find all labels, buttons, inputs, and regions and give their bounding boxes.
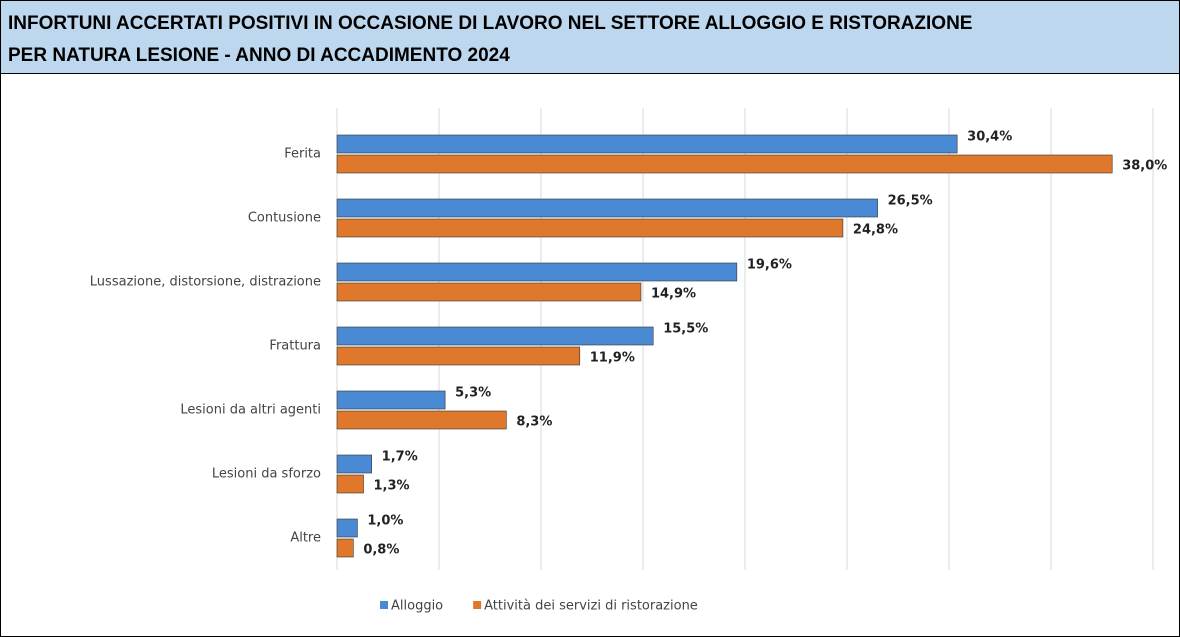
bar bbox=[336, 134, 958, 154]
legend-label: Attività dei servizi di ristorazione bbox=[484, 599, 698, 614]
value-label: 19,6% bbox=[747, 258, 792, 273]
bar bbox=[336, 262, 738, 282]
value-label: 8,3% bbox=[516, 415, 552, 430]
value-label: 1,7% bbox=[382, 450, 418, 465]
y-tick-label: Lesioni da altri agenti bbox=[180, 403, 321, 418]
y-tick-label: Altre bbox=[290, 531, 321, 546]
bar bbox=[336, 518, 358, 538]
legend-label: Alloggio bbox=[391, 599, 443, 614]
value-label: 14,9% bbox=[651, 287, 696, 302]
value-label: 5,3% bbox=[455, 386, 491, 401]
bar bbox=[336, 198, 878, 218]
value-label: 24,8% bbox=[853, 223, 898, 238]
bar bbox=[336, 346, 581, 366]
legend-swatch bbox=[380, 601, 388, 609]
bar bbox=[336, 218, 844, 238]
value-label: 15,5% bbox=[663, 322, 708, 337]
bar bbox=[336, 154, 1113, 174]
value-label: 26,5% bbox=[888, 194, 933, 209]
y-tick-label: Frattura bbox=[269, 339, 321, 354]
chart-title: INFORTUNI ACCERTATI POSITIVI IN OCCASION… bbox=[8, 13, 972, 34]
bar bbox=[336, 454, 372, 474]
header bbox=[0, 0, 1180, 74]
value-label: 1,0% bbox=[367, 514, 403, 529]
value-label: 1,3% bbox=[374, 479, 410, 494]
chart-title: PER NATURA LESIONE - ANNO DI ACCADIMENTO… bbox=[8, 45, 510, 66]
y-tick-label: Contusione bbox=[248, 211, 321, 226]
value-label: 38,0% bbox=[1122, 159, 1167, 174]
bar bbox=[336, 410, 507, 430]
value-label: 0,8% bbox=[363, 543, 399, 558]
bar bbox=[336, 282, 642, 302]
bar bbox=[336, 474, 364, 494]
legend-swatch bbox=[473, 601, 482, 609]
bar bbox=[336, 538, 354, 558]
value-label: 11,9% bbox=[590, 351, 635, 366]
bar bbox=[336, 390, 446, 410]
bar bbox=[336, 326, 654, 346]
y-tick-label: Lussazione, distorsione, distrazione bbox=[90, 275, 321, 290]
value-label: 30,4% bbox=[967, 130, 1012, 145]
y-tick-label: Ferita bbox=[284, 147, 321, 162]
y-tick-label: Lesioni da sforzo bbox=[212, 467, 321, 482]
